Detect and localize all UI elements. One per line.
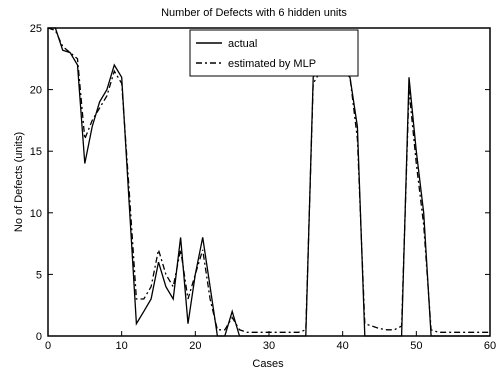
x-tick-label: 0 <box>45 340 51 352</box>
x-tick-label: 20 <box>189 340 201 352</box>
x-axis-ticks: 0 10 20 30 40 50 60 <box>45 331 496 352</box>
legend: actual estimated by MLP <box>189 29 359 77</box>
y-tick-label: 20 <box>30 85 42 97</box>
y-tick-label: 0 <box>36 331 42 343</box>
series-layer <box>47 27 490 337</box>
y-tick-label: 25 <box>30 23 42 35</box>
y-axis-ticks: 0 5 10 15 20 25 <box>30 23 490 343</box>
y-tick-label: 10 <box>30 208 42 220</box>
x-tick-label: 10 <box>116 340 128 352</box>
y-axis-label: No of Defects (units) <box>13 132 25 232</box>
x-axis-label: Cases <box>252 358 284 370</box>
chart-title: Number of Defects with 6 hidden units <box>161 7 347 19</box>
y-tick-label: 5 <box>36 269 42 281</box>
x-tick-label: 50 <box>410 340 422 352</box>
series-line-actual <box>48 27 490 337</box>
legend-label-actual: actual <box>228 38 257 50</box>
x-tick-label: 60 <box>484 340 496 352</box>
y-tick-label: 15 <box>30 146 42 158</box>
series-line-estimated <box>47 27 490 333</box>
x-tick-label: 30 <box>263 340 275 352</box>
legend-label-estimated: estimated by MLP <box>228 58 316 70</box>
x-tick-label: 40 <box>337 340 349 352</box>
legend-box <box>189 29 359 77</box>
